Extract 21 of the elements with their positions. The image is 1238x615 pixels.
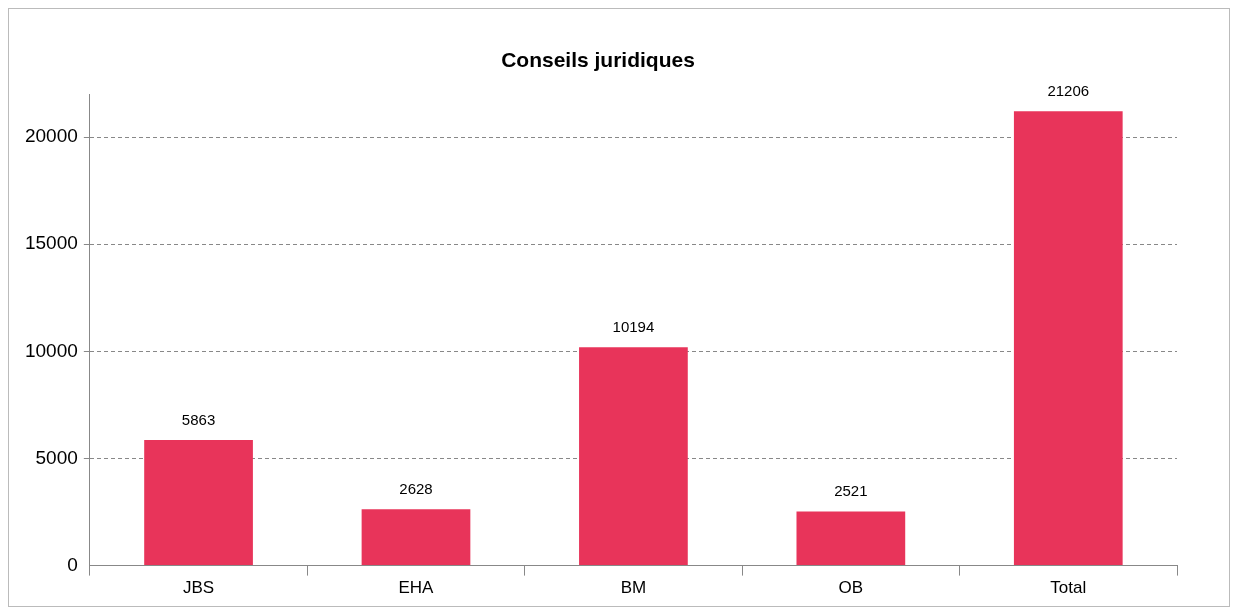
x-tick-label: JBS	[182, 578, 215, 598]
bar	[579, 347, 688, 566]
bar	[1013, 111, 1123, 566]
data-label: 21206	[1047, 81, 1090, 99]
y-tick-label: 5000	[35, 446, 78, 468]
bar	[144, 439, 253, 566]
y-tick-label: 20000	[24, 125, 78, 147]
data-label: 10194	[612, 317, 655, 335]
data-label: 2628	[399, 479, 433, 497]
y-tick-label: 0	[67, 553, 78, 575]
bar	[796, 511, 906, 566]
chart-title: Conseils juridiques	[501, 48, 695, 72]
x-tick-label: OB	[838, 578, 864, 598]
data-label: 5863	[181, 410, 216, 428]
y-tick-label: 10000	[24, 339, 78, 361]
x-tick-label: BM	[620, 578, 647, 598]
data-label: 2521	[834, 482, 868, 500]
bar	[361, 509, 471, 566]
x-tick-label: EHA	[398, 578, 435, 598]
x-tick-label: Total	[1050, 578, 1087, 598]
y-tick-label: 15000	[24, 232, 78, 254]
